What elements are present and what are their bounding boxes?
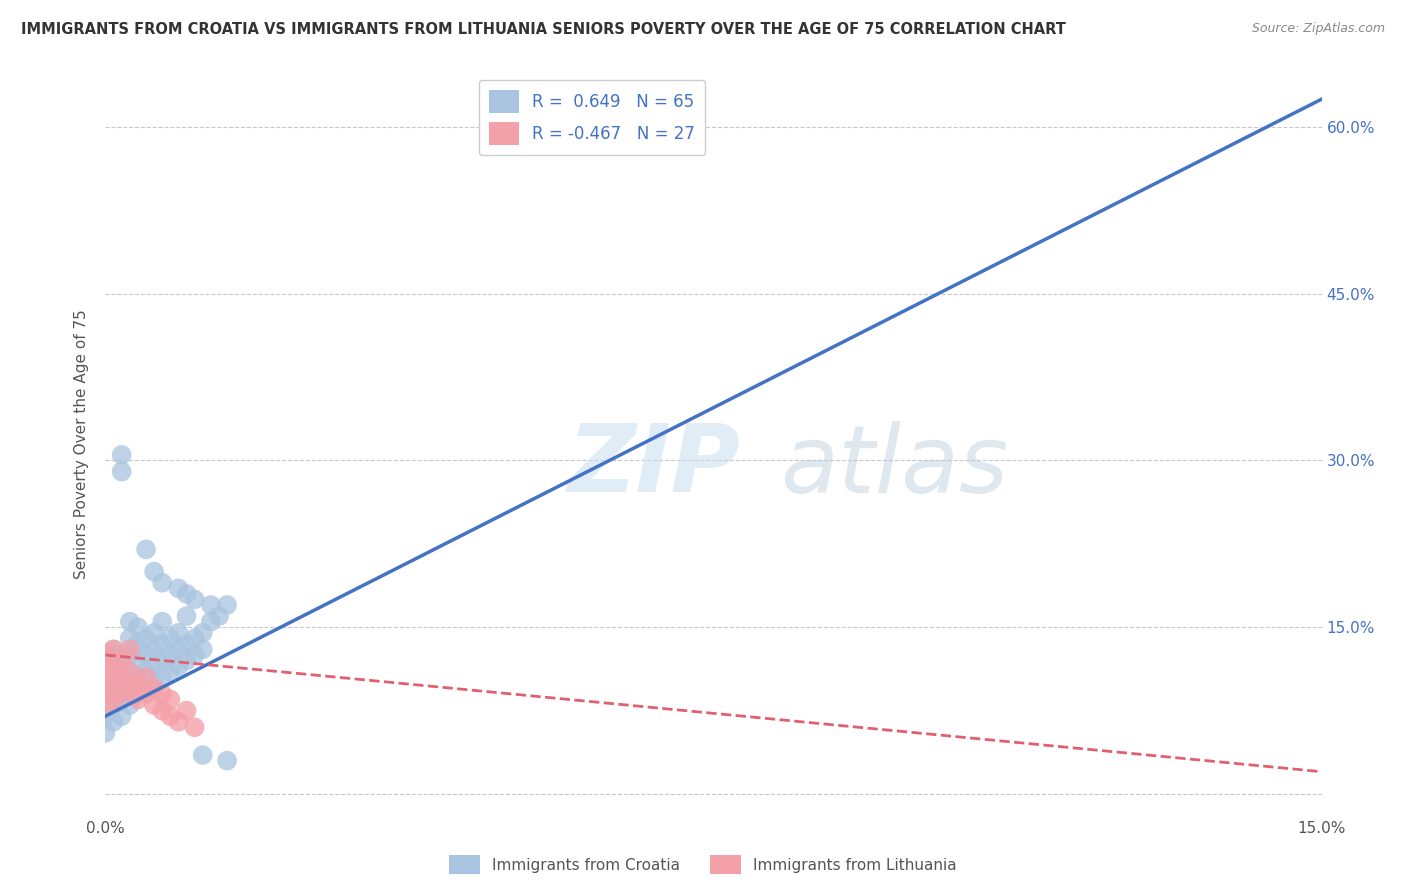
- Point: [167, 659, 190, 673]
- Point: [150, 575, 173, 590]
- Legend: R =  0.649   N = 65, R = -0.467   N = 27: R = 0.649 N = 65, R = -0.467 N = 27: [478, 79, 704, 155]
- Point: [150, 637, 173, 651]
- Point: [183, 720, 205, 734]
- Point: [94, 665, 117, 679]
- Point: [135, 542, 157, 557]
- Point: [159, 692, 181, 706]
- Point: [111, 448, 134, 462]
- Point: [217, 754, 239, 768]
- Point: [103, 642, 125, 657]
- Point: [111, 648, 134, 662]
- Point: [143, 659, 166, 673]
- Point: [118, 648, 141, 662]
- Point: [111, 709, 134, 723]
- Point: [103, 714, 125, 729]
- Point: [159, 648, 181, 662]
- Point: [118, 681, 141, 696]
- Point: [118, 632, 141, 646]
- Point: [103, 675, 125, 690]
- Point: [167, 625, 190, 640]
- Point: [176, 654, 198, 668]
- Point: [143, 675, 166, 690]
- Point: [127, 675, 149, 690]
- Point: [150, 687, 173, 701]
- Point: [183, 632, 205, 646]
- Text: IMMIGRANTS FROM CROATIA VS IMMIGRANTS FROM LITHUANIA SENIORS POVERTY OVER THE AG: IMMIGRANTS FROM CROATIA VS IMMIGRANTS FR…: [21, 22, 1066, 37]
- Point: [111, 670, 134, 684]
- Point: [176, 704, 198, 718]
- Point: [94, 675, 117, 690]
- Point: [111, 659, 134, 673]
- Point: [167, 714, 190, 729]
- Point: [150, 654, 173, 668]
- Point: [118, 681, 141, 696]
- Text: Source: ZipAtlas.com: Source: ZipAtlas.com: [1251, 22, 1385, 36]
- Y-axis label: Seniors Poverty Over the Age of 75: Seniors Poverty Over the Age of 75: [75, 309, 90, 579]
- Point: [159, 632, 181, 646]
- Point: [217, 598, 239, 612]
- Point: [135, 670, 157, 684]
- Text: ZIP: ZIP: [568, 420, 741, 512]
- Point: [143, 642, 166, 657]
- Point: [143, 625, 166, 640]
- Point: [94, 687, 117, 701]
- Point: [103, 659, 125, 673]
- Point: [118, 642, 141, 657]
- Point: [183, 592, 205, 607]
- Point: [159, 665, 181, 679]
- Point: [118, 665, 141, 679]
- Point: [103, 648, 125, 662]
- Point: [118, 665, 141, 679]
- Point: [103, 642, 125, 657]
- Point: [176, 637, 198, 651]
- Point: [167, 582, 190, 596]
- Point: [127, 637, 149, 651]
- Point: [111, 687, 134, 701]
- Point: [94, 698, 117, 712]
- Point: [111, 692, 134, 706]
- Point: [103, 675, 125, 690]
- Point: [118, 698, 141, 712]
- Point: [103, 692, 125, 706]
- Point: [135, 687, 157, 701]
- Point: [94, 648, 117, 662]
- Point: [191, 625, 214, 640]
- Point: [127, 654, 149, 668]
- Point: [150, 704, 173, 718]
- Point: [94, 726, 117, 740]
- Point: [191, 747, 214, 762]
- Point: [159, 709, 181, 723]
- Point: [208, 609, 231, 624]
- Point: [183, 648, 205, 662]
- Point: [191, 642, 214, 657]
- Point: [143, 681, 166, 696]
- Point: [200, 615, 222, 629]
- Point: [127, 687, 149, 701]
- Point: [127, 620, 149, 634]
- Point: [150, 615, 173, 629]
- Text: atlas: atlas: [780, 421, 1008, 512]
- Point: [143, 565, 166, 579]
- Point: [135, 632, 157, 646]
- Point: [143, 698, 166, 712]
- Point: [176, 609, 198, 624]
- Legend: Immigrants from Croatia, Immigrants from Lithuania: Immigrants from Croatia, Immigrants from…: [443, 849, 963, 880]
- Point: [111, 465, 134, 479]
- Point: [176, 587, 198, 601]
- Point: [135, 648, 157, 662]
- Point: [167, 642, 190, 657]
- Point: [103, 698, 125, 712]
- Point: [135, 665, 157, 679]
- Point: [118, 615, 141, 629]
- Point: [111, 654, 134, 668]
- Point: [94, 681, 117, 696]
- Point: [127, 670, 149, 684]
- Point: [111, 675, 134, 690]
- Point: [200, 598, 222, 612]
- Point: [94, 709, 117, 723]
- Point: [103, 659, 125, 673]
- Point: [127, 692, 149, 706]
- Point: [135, 681, 157, 696]
- Point: [150, 670, 173, 684]
